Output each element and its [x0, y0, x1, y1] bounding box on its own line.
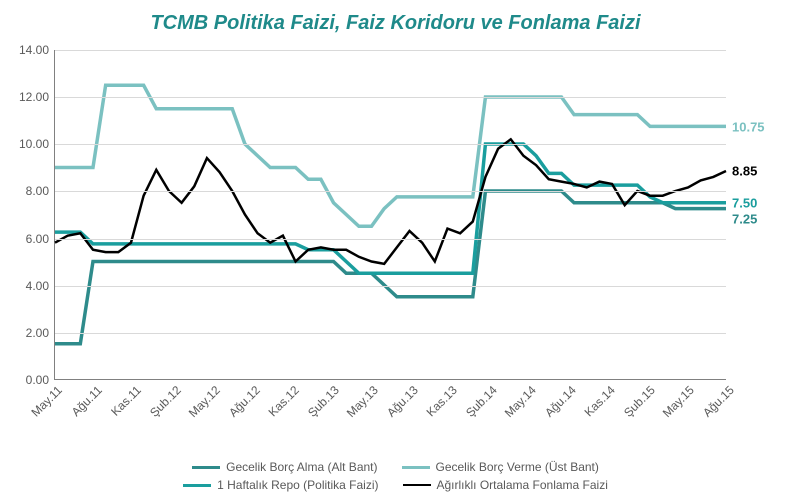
lines-svg: [55, 50, 726, 379]
x-tick-label: May.14: [502, 383, 539, 420]
series-end-label: 8.85: [732, 164, 757, 179]
gridline: [55, 50, 726, 51]
x-tick-label: Kas.14: [582, 383, 618, 419]
legend-label: Gecelik Borç Alma (Alt Bant): [226, 460, 377, 474]
series-end-label: 10.75: [732, 119, 765, 134]
x-tick-label: Kas.11: [108, 383, 144, 419]
legend-row: Gecelik Borç Alma (Alt Bant) Gecelik Borç…: [0, 460, 791, 474]
series-line: [55, 191, 726, 344]
x-tick-label: May.13: [344, 383, 381, 420]
legend-label: Ağırlıklı Ortalama Fonlama Faizi: [437, 478, 608, 492]
legend-swatch: [192, 466, 220, 469]
gridline: [55, 333, 726, 334]
x-tick-label: Kas.13: [424, 383, 460, 419]
legend-label: 1 Haftalık Repo (Politika Faizi): [217, 478, 378, 492]
y-tick-label: 2.00: [26, 326, 49, 340]
y-tick-label: 12.00: [19, 90, 49, 104]
gridline: [55, 239, 726, 240]
gridline: [55, 144, 726, 145]
chart-title: TCMB Politika Faizi, Faiz Koridoru ve Fo…: [0, 0, 791, 43]
series-end-label: 7.25: [732, 212, 757, 227]
x-tick-label: Ağu.14: [542, 383, 579, 420]
x-tick-label: Ağu.15: [700, 383, 737, 420]
legend: Gecelik Borç Alma (Alt Bant) Gecelik Borç…: [0, 460, 791, 496]
gridline: [55, 286, 726, 287]
legend-row: 1 Haftalık Repo (Politika Faizi) Ağırlıkl…: [0, 478, 791, 492]
legend-swatch: [403, 484, 431, 486]
x-tick-label: Şub.13: [305, 383, 342, 420]
x-tick-label: Ağu.12: [226, 383, 263, 420]
x-tick-label: Şub.12: [147, 383, 184, 420]
y-tick-label: 8.00: [26, 184, 49, 198]
legend-item: Gecelik Borç Verme (Üst Bant): [402, 460, 599, 474]
y-tick-label: 4.00: [26, 279, 49, 293]
x-tick-label: Ağu.11: [68, 383, 104, 419]
legend-label: Gecelik Borç Verme (Üst Bant): [436, 460, 599, 474]
x-tick-label: Kas.12: [266, 383, 302, 419]
x-tick-label: May.12: [186, 383, 223, 420]
legend-item: 1 Haftalık Repo (Politika Faizi): [183, 478, 378, 492]
y-tick-label: 14.00: [19, 43, 49, 57]
legend-item: Gecelik Borç Alma (Alt Bant): [192, 460, 377, 474]
legend-item: Ağırlıklı Ortalama Fonlama Faizi: [403, 478, 608, 492]
x-tick-label: Şub.14: [463, 383, 500, 420]
x-tick-label: Şub.15: [621, 383, 658, 420]
series-end-label: 7.50: [732, 196, 757, 211]
legend-swatch: [183, 484, 211, 487]
gridline: [55, 97, 726, 98]
legend-swatch: [402, 466, 430, 469]
x-tick-label: May.15: [660, 383, 697, 420]
y-tick-label: 0.00: [26, 373, 49, 387]
x-tick-label: Ağu.13: [384, 383, 421, 420]
gridline: [55, 191, 726, 192]
y-tick-label: 6.00: [26, 232, 49, 246]
plot-area: 0.002.004.006.008.0010.0012.0014.00May.1…: [54, 50, 726, 380]
y-tick-label: 10.00: [19, 137, 49, 151]
chart-container: TCMB Politika Faizi, Faiz Koridoru ve Fo…: [0, 0, 791, 500]
x-tick-label: May.11: [28, 383, 64, 419]
